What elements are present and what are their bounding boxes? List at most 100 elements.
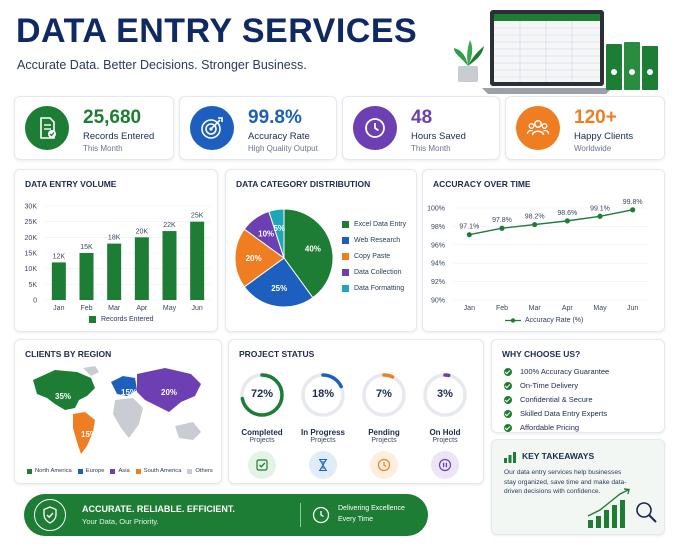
banner-headline: ACCURATE. RELIABLE. EFFICIENT. xyxy=(82,504,235,514)
pie-data-label: 25% xyxy=(271,284,287,293)
legend-swatch xyxy=(89,316,96,323)
kpi-card-hours: 48 Hours Saved This Month xyxy=(342,96,500,160)
kpi-sub: Worldwide xyxy=(574,144,612,153)
line-legend: Accuracy Rate (%) xyxy=(505,317,583,324)
status-sub: Projects xyxy=(432,437,458,444)
map-australia xyxy=(175,422,201,440)
kpi-card-clients: 120+ Happy Clients Worldwide xyxy=(505,96,665,160)
y-tick-label: 15K xyxy=(25,251,38,258)
legend-label: Europe xyxy=(85,468,105,474)
y-tick-label: 96% xyxy=(431,242,445,249)
status-item: 72% Completed Projects xyxy=(237,370,287,479)
kpi-sub: High Quality Output xyxy=(248,144,318,153)
clock-icon xyxy=(312,506,330,529)
status-ring xyxy=(423,373,467,417)
y-tick-label: 100% xyxy=(427,206,445,213)
why-item: On-Time Delivery xyxy=(504,381,578,390)
bar-legend: Records Entered xyxy=(89,316,154,323)
status-percent: 7% xyxy=(376,388,392,400)
x-tick-label: Apr xyxy=(136,305,148,312)
y-tick-label: 98% xyxy=(431,224,445,231)
map-north-america xyxy=(33,370,95,410)
accuracy-chart-card: ACCURACY OVER TIME 90% 92% 94% 96% 98% 100% 97… xyxy=(422,169,665,332)
region-label-europe: 15% xyxy=(121,388,138,397)
why-item: Skilled Data Entry Experts xyxy=(504,409,607,418)
kpi-label: Happy Clients xyxy=(574,131,634,142)
y-tick-label: 0 xyxy=(33,298,37,305)
pie-legend-item: Data Collection xyxy=(342,269,401,276)
pie-slice xyxy=(243,257,314,308)
chart-title: DATA CATEGORY DISTRIBUTION xyxy=(236,179,371,189)
x-tick-label: Jan xyxy=(464,305,475,312)
legend-swatch xyxy=(342,237,349,244)
legend-label: Data Collection xyxy=(354,269,402,276)
point-data-label: 98.6% xyxy=(557,210,577,217)
x-tick-label: Jun xyxy=(192,305,203,312)
bar-chart-icon xyxy=(504,450,516,468)
x-tick-label: Mar xyxy=(529,305,542,312)
check-icon xyxy=(504,395,512,404)
status-percent: 72% xyxy=(250,388,274,400)
pause-icon xyxy=(431,451,459,479)
legend-label: Accuracy Rate (%) xyxy=(525,317,584,324)
binders-icon xyxy=(606,42,658,90)
pie-data-label: 40% xyxy=(305,245,321,254)
document-check-icon xyxy=(25,106,69,150)
why-item-label: 100% Accuracy Guarantee xyxy=(520,367,610,376)
x-tick-label: Mar xyxy=(108,305,121,312)
status-item: 18% In Progress Projects xyxy=(298,370,348,479)
bar xyxy=(107,243,122,300)
pie-legend-item: Web Research xyxy=(342,237,400,244)
y-tick-label: 90% xyxy=(431,298,445,305)
plant-icon xyxy=(454,40,484,82)
banner-tagline: Your Data, Our Priority. xyxy=(82,517,159,526)
takeaways-text: Our data entry services help businesses … xyxy=(504,469,627,495)
bar-data-label: 12K xyxy=(53,253,66,260)
check-icon xyxy=(504,423,512,432)
region-label-north-america: 35% xyxy=(55,392,72,401)
pie-chart: 40% 25% 20% 10%5% xyxy=(234,208,334,308)
legend-label: North America xyxy=(35,468,72,474)
map-south-america xyxy=(73,412,95,454)
magnifier-icon xyxy=(636,502,652,518)
pie-data-label: 20% xyxy=(246,254,262,263)
x-tick-label: Jan xyxy=(53,305,64,312)
page-title: DATA ENTRY SERVICES xyxy=(16,12,418,50)
banner-right-line1: Delivering Excellence xyxy=(338,505,405,512)
check-square-icon xyxy=(248,451,276,479)
line-point xyxy=(499,225,505,231)
status-item: 3% On Hold Projects xyxy=(420,370,470,479)
status-percent: 3% xyxy=(437,388,453,400)
kpi-label: Records Entered xyxy=(83,131,155,142)
kpi-card-records: 25,680 Records Entered This Month xyxy=(14,96,174,160)
pie-legend-item: Data Formatting xyxy=(342,285,404,292)
y-tick-label: 20K xyxy=(25,235,38,242)
region-title: CLIENTS BY REGION xyxy=(25,349,112,359)
line-point xyxy=(597,213,603,219)
project-status-card: PROJECT STATUS 72% Completed Projects 18% In… xyxy=(228,339,484,484)
x-tick-label: Apr xyxy=(562,305,574,312)
check-icon xyxy=(504,381,512,390)
page-subtitle: Accurate Data. Better Decisions. Stronge… xyxy=(17,58,307,72)
kpi-value: 25,680 xyxy=(83,107,142,128)
status-sub: Projects xyxy=(249,437,275,444)
banner-right-line2: Every Time xyxy=(338,516,374,523)
map-asia xyxy=(137,368,201,412)
x-tick-label: Feb xyxy=(80,305,92,312)
status-item: 7% Pending Projects xyxy=(359,370,409,479)
bar-data-label: 18K xyxy=(108,235,121,242)
status-title: PROJECT STATUS xyxy=(239,349,315,359)
map-europe xyxy=(111,376,137,396)
legend-label: South America xyxy=(143,468,182,474)
why-item-label: Skilled Data Entry Experts xyxy=(520,409,608,418)
y-tick-label: 92% xyxy=(431,279,445,286)
why-item: 100% Accuracy Guarantee xyxy=(504,367,609,376)
banner-divider xyxy=(300,503,301,527)
x-tick-label: Jun xyxy=(627,305,638,312)
why-item-label: On-Time Delivery xyxy=(520,381,579,390)
y-tick-label: 25K xyxy=(25,219,38,226)
legend-swatch xyxy=(342,221,349,228)
legend-label: Others xyxy=(195,468,213,474)
line-point xyxy=(466,232,472,238)
why-item: Affordable Pricing xyxy=(504,423,579,432)
